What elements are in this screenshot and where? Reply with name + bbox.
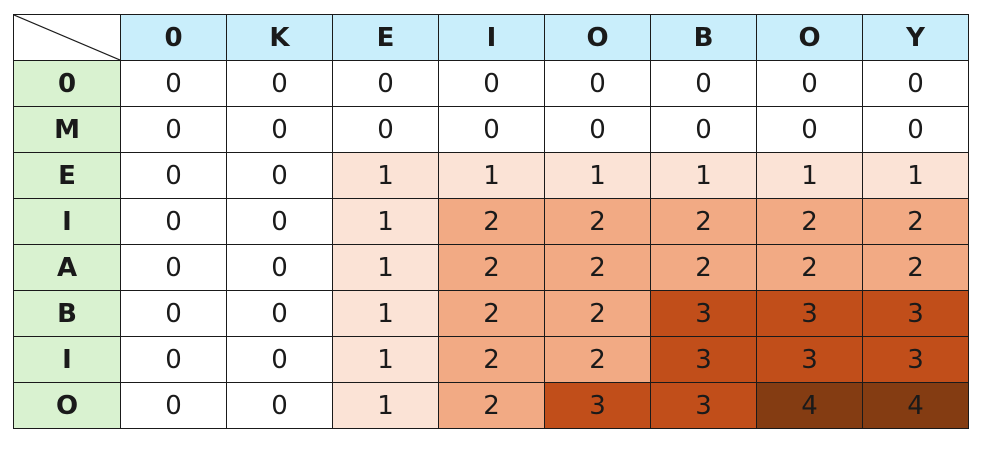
col-header: I [438, 14, 545, 61]
dp-cell: 0 [544, 60, 651, 107]
dp-cell: 0 [756, 106, 863, 153]
dp-cell: 1 [332, 244, 439, 291]
dp-cell: 3 [756, 336, 863, 383]
row-header: I [13, 336, 121, 383]
dp-cell: 0 [862, 60, 969, 107]
dp-cell: 2 [862, 244, 969, 291]
dp-cell: 3 [650, 382, 757, 429]
dp-cell: 0 [756, 60, 863, 107]
row-header: M [13, 106, 121, 153]
row-header: O [13, 382, 121, 429]
dp-cell: 3 [544, 382, 651, 429]
dp-cell: 1 [438, 152, 545, 199]
col-header: E [332, 14, 439, 61]
row-header: 0 [13, 60, 121, 107]
dp-cell: 0 [120, 106, 227, 153]
dp-cell: 0 [650, 60, 757, 107]
dp-cell: 0 [120, 152, 227, 199]
dp-cell: 3 [650, 290, 757, 337]
col-header: 0 [120, 14, 227, 61]
row-header: E [13, 152, 121, 199]
diagonal-line-icon [14, 15, 120, 60]
col-header: O [756, 14, 863, 61]
dp-cell: 0 [226, 336, 333, 383]
dp-cell: 0 [226, 382, 333, 429]
dp-cell: 2 [544, 244, 651, 291]
dp-cell: 0 [226, 198, 333, 245]
dp-cell: 2 [544, 336, 651, 383]
corner-cell [13, 14, 121, 61]
dp-cell: 2 [438, 382, 545, 429]
dp-cell: 0 [650, 106, 757, 153]
dp-cell: 2 [650, 198, 757, 245]
dp-cell: 0 [332, 106, 439, 153]
dp-cell: 0 [438, 60, 545, 107]
dp-cell: 2 [756, 198, 863, 245]
col-header: K [226, 14, 333, 61]
dp-cell: 0 [862, 106, 969, 153]
dp-cell: 2 [438, 244, 545, 291]
dp-cell: 2 [544, 290, 651, 337]
dp-cell: 0 [544, 106, 651, 153]
dp-cell: 3 [756, 290, 863, 337]
dp-cell: 1 [332, 382, 439, 429]
dp-cell: 2 [438, 290, 545, 337]
row-header: B [13, 290, 121, 337]
dp-cell: 0 [120, 244, 227, 291]
dp-cell: 2 [650, 244, 757, 291]
dp-cell: 0 [120, 198, 227, 245]
dp-cell: 1 [544, 152, 651, 199]
dp-cell: 3 [862, 290, 969, 337]
col-header: Y [862, 14, 969, 61]
dp-cell: 2 [438, 336, 545, 383]
dp-cell: 2 [438, 198, 545, 245]
dp-cell: 0 [226, 290, 333, 337]
dp-cell: 0 [120, 290, 227, 337]
dp-cell: 0 [120, 336, 227, 383]
col-header: O [544, 14, 651, 61]
dp-cell: 0 [226, 244, 333, 291]
dp-cell: 2 [862, 198, 969, 245]
dp-cell: 0 [120, 382, 227, 429]
dp-cell: 3 [650, 336, 757, 383]
col-header: B [650, 14, 757, 61]
dp-cell: 3 [862, 336, 969, 383]
dp-cell: 0 [332, 60, 439, 107]
dp-cell: 2 [544, 198, 651, 245]
dp-cell: 0 [226, 60, 333, 107]
dp-cell: 0 [120, 60, 227, 107]
dp-cell: 1 [862, 152, 969, 199]
dp-cell: 1 [756, 152, 863, 199]
dp-cell: 1 [332, 152, 439, 199]
dp-cell: 1 [332, 198, 439, 245]
row-header: A [13, 244, 121, 291]
dp-cell: 1 [332, 290, 439, 337]
dp-cell: 0 [226, 106, 333, 153]
dp-cell: 4 [862, 382, 969, 429]
dp-cell: 0 [226, 152, 333, 199]
dp-cell: 4 [756, 382, 863, 429]
header-row: 0 K E I O B O Y [13, 14, 969, 61]
dp-cell: 1 [650, 152, 757, 199]
dp-cell: 1 [332, 336, 439, 383]
dp-cell: 2 [756, 244, 863, 291]
row-header: I [13, 198, 121, 245]
dp-cell: 0 [438, 106, 545, 153]
